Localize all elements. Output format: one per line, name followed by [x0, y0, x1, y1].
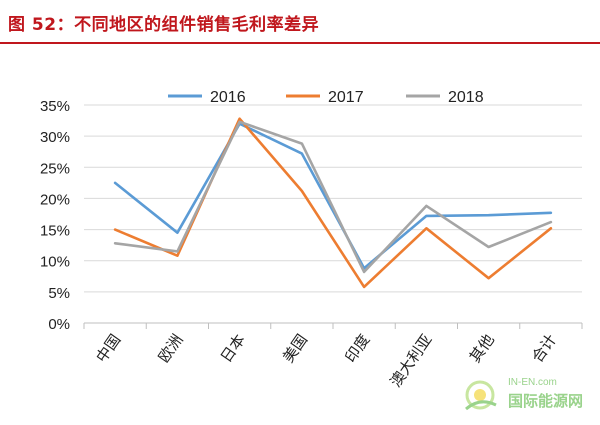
x-tick-label: 合计 — [528, 331, 560, 366]
y-tick-label: 0% — [48, 316, 70, 333]
y-tick-label: 5% — [48, 285, 70, 302]
series-lines — [113, 117, 553, 289]
x-tick-label: 印度 — [341, 331, 373, 366]
legend-label: 2018 — [448, 89, 484, 106]
title-divider — [0, 42, 600, 44]
watermark-domain: IN-EN.com — [508, 377, 557, 388]
watermark-text: 国际能源网 — [508, 392, 584, 410]
x-tick-label: 日本 — [217, 331, 249, 366]
series-line-2017 — [113, 117, 553, 289]
watermark: IN-EN.com 国际能源网 — [458, 375, 588, 415]
series-line-2018 — [113, 120, 553, 274]
y-tick-label: 20% — [40, 191, 70, 208]
y-axis-ticks: 0% 5% 10% 15% 20% 25% 30% 35% — [40, 98, 70, 333]
series-line-2016 — [113, 122, 553, 270]
x-tick-label: 澳大利亚 — [386, 331, 435, 390]
x-tick-label: 其他 — [466, 331, 498, 366]
y-tick-label: 10% — [40, 254, 70, 271]
y-tick-label: 15% — [40, 223, 70, 240]
sun-leaf-logo-icon — [465, 380, 497, 411]
x-tick-label: 中国 — [92, 331, 124, 366]
legend: 2016 2017 2018 — [168, 89, 484, 106]
legend-label: 2016 — [210, 89, 246, 106]
x-tick-label: 美国 — [279, 331, 311, 366]
y-tick-label: 35% — [40, 98, 70, 115]
gridlines — [84, 104, 582, 293]
x-tick-label: 欧洲 — [155, 331, 187, 366]
y-tick-label: 30% — [40, 129, 70, 146]
legend-label: 2017 — [328, 89, 364, 106]
y-tick-label: 25% — [40, 160, 70, 177]
x-axis — [83, 322, 583, 329]
figure-title: 图 52：不同地区的组件销售毛利率差异 — [8, 15, 320, 35]
